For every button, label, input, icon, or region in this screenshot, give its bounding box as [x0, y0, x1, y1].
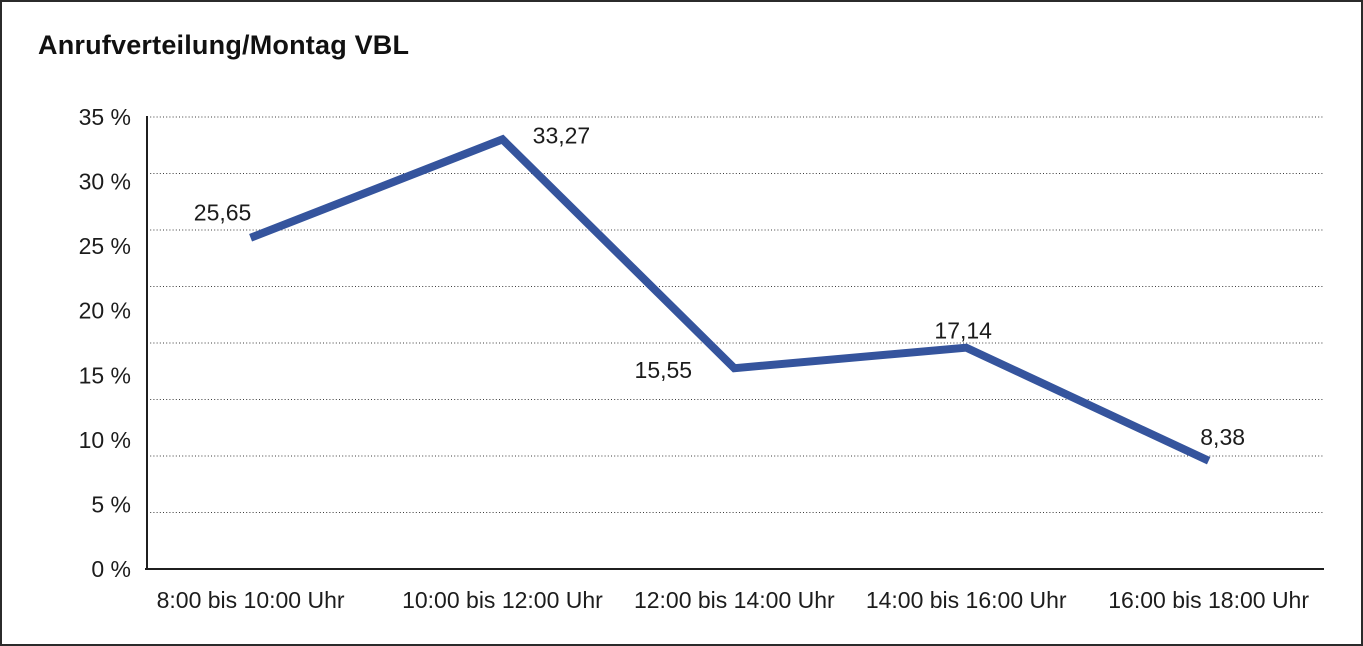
- data-point-label: 17,14: [934, 318, 992, 344]
- y-tick-label: 30 %: [79, 169, 131, 195]
- y-tick-label: 25 %: [79, 233, 131, 259]
- data-series-line: [249, 134, 1211, 465]
- x-category-label: 14:00 bis 16:00 Uhr: [866, 587, 1067, 613]
- data-point-label: 25,65: [194, 200, 252, 226]
- x-category-label: 8:00 bis 10:00 Uhr: [157, 587, 345, 613]
- x-category-label: 16:00 bis 18:00 Uhr: [1108, 587, 1309, 613]
- y-tick-label: 35 %: [79, 104, 131, 130]
- data-point-label: 33,27: [533, 122, 591, 148]
- chart-title: Anrufverteilung/Montag VBL: [38, 30, 410, 60]
- y-tick-label: 20 %: [79, 298, 131, 324]
- y-tick-label: 5 %: [91, 491, 131, 517]
- x-category-label: 10:00 bis 12:00 Uhr: [402, 587, 603, 613]
- data-point-label: 8,38: [1200, 424, 1245, 450]
- y-tick-label: 0 %: [91, 556, 131, 582]
- y-tick-label: 10 %: [79, 427, 131, 453]
- data-point-label: 15,55: [635, 357, 693, 383]
- y-tick-label: 15 %: [79, 362, 131, 388]
- x-category-label: 12:00 bis 14:00 Uhr: [634, 587, 835, 613]
